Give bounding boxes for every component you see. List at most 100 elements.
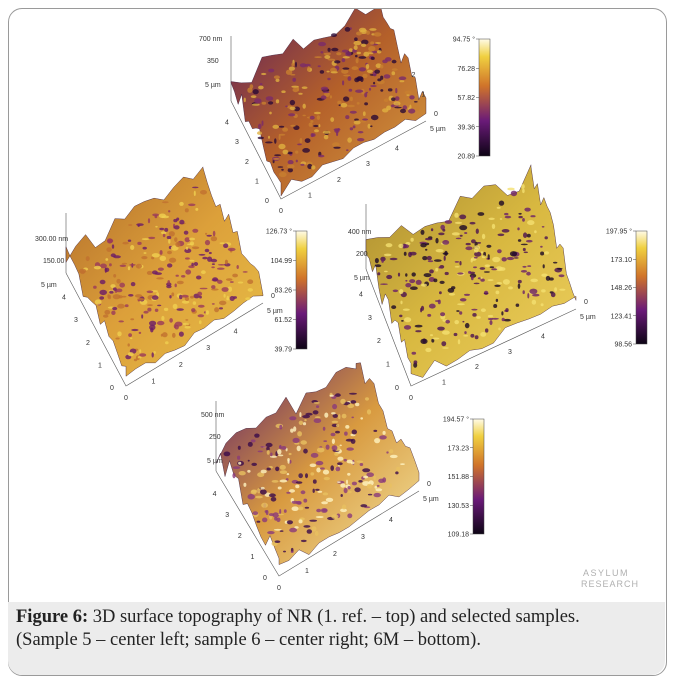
surface-texture bbox=[296, 481, 302, 484]
surface-texture bbox=[321, 95, 327, 99]
surface-texture bbox=[532, 300, 536, 305]
surface-texture bbox=[414, 101, 418, 103]
surface-texture bbox=[291, 86, 298, 88]
surface-texture bbox=[276, 79, 280, 82]
y-tick-label: 3 bbox=[235, 139, 239, 146]
surface-texture bbox=[195, 208, 198, 211]
surface-texture bbox=[213, 231, 216, 237]
surface-texture bbox=[391, 104, 395, 107]
surface-texture bbox=[305, 507, 309, 509]
colorbar-label: 173.10 bbox=[611, 257, 633, 264]
y-tick-label: 3 bbox=[368, 315, 372, 322]
surface-texture bbox=[247, 470, 250, 473]
surface-texture bbox=[261, 487, 265, 490]
surface-texture bbox=[355, 55, 358, 57]
surface-texture bbox=[503, 279, 510, 285]
surface-texture bbox=[400, 109, 406, 113]
surface-texture bbox=[260, 83, 263, 85]
surface-texture bbox=[474, 252, 481, 257]
surface-texture bbox=[522, 266, 526, 268]
surface-texture bbox=[420, 243, 426, 247]
surface-texture bbox=[405, 283, 411, 287]
surface-texture bbox=[309, 520, 317, 522]
surface-texture bbox=[160, 250, 163, 255]
surface-texture bbox=[504, 213, 508, 215]
caption-text: 3D surface topography of NR (1. ref. – t… bbox=[93, 607, 580, 627]
surface-texture bbox=[157, 321, 164, 325]
surface-texture bbox=[332, 439, 335, 444]
colorbar bbox=[636, 231, 647, 344]
surface-texture bbox=[197, 292, 202, 296]
surface-texture bbox=[366, 92, 368, 94]
surface-texture bbox=[295, 151, 298, 154]
surface-texture bbox=[177, 281, 184, 284]
surface-texture bbox=[421, 284, 427, 287]
surface-texture bbox=[95, 299, 102, 304]
surface-texture bbox=[105, 268, 110, 272]
surface-texture bbox=[258, 124, 262, 129]
surface-texture bbox=[434, 259, 442, 262]
surface-texture bbox=[141, 314, 143, 318]
surface-texture bbox=[384, 74, 391, 78]
surface-texture bbox=[293, 88, 299, 93]
surface-texture bbox=[348, 491, 352, 493]
surface-texture bbox=[117, 304, 125, 309]
surface-texture bbox=[254, 98, 261, 103]
colorbar-label: 151.88 bbox=[448, 474, 470, 481]
surface-texture bbox=[399, 76, 407, 80]
surface-texture bbox=[527, 293, 529, 298]
surface-texture bbox=[440, 312, 445, 316]
surface-texture bbox=[135, 294, 142, 298]
surface-texture bbox=[454, 213, 458, 218]
surface-texture bbox=[481, 308, 486, 312]
surface-texture bbox=[321, 508, 328, 513]
surface-texture bbox=[309, 123, 313, 127]
surface-texture bbox=[524, 252, 528, 254]
surface-texture bbox=[456, 238, 462, 240]
surface-texture bbox=[115, 338, 119, 340]
surface-texture bbox=[302, 415, 310, 418]
x-tick-label: 5 µm bbox=[580, 314, 596, 321]
surface-texture bbox=[316, 509, 321, 513]
surface-texture bbox=[347, 473, 350, 476]
surface-texture bbox=[425, 348, 431, 352]
x-tick-label: 5 µm bbox=[430, 126, 446, 133]
surface-texture bbox=[278, 144, 285, 149]
surface-texture bbox=[292, 506, 299, 511]
surface-texture bbox=[299, 519, 303, 523]
surface-texture bbox=[344, 459, 347, 462]
surface-texture bbox=[395, 96, 400, 101]
surface-texture bbox=[330, 117, 334, 122]
surface-texture bbox=[430, 334, 433, 336]
colorbar-label: 123.41 bbox=[611, 313, 633, 320]
surface-texture bbox=[340, 399, 345, 404]
caption-label: Figure 6: bbox=[16, 607, 88, 627]
surface-texture bbox=[380, 65, 383, 69]
surface-texture bbox=[493, 304, 497, 308]
surface-texture bbox=[357, 138, 364, 141]
colorbar bbox=[473, 419, 484, 534]
surface-texture bbox=[410, 238, 413, 242]
surface-texture bbox=[317, 491, 322, 493]
colorbar-label: 98.56 bbox=[614, 342, 632, 349]
x-tick-label: 2 bbox=[337, 177, 341, 184]
surface-texture bbox=[428, 260, 433, 262]
surface-texture bbox=[139, 332, 142, 334]
surface-texture bbox=[352, 66, 359, 70]
surface-texture bbox=[289, 67, 295, 71]
surface-texture bbox=[276, 518, 280, 523]
surface-texture bbox=[361, 44, 366, 47]
surface-texture bbox=[351, 439, 356, 444]
surface-texture bbox=[559, 289, 565, 291]
surface-texture bbox=[103, 315, 108, 318]
x-tick-label: 4 bbox=[234, 329, 238, 336]
x-tick-label: 0 bbox=[409, 395, 413, 402]
surface-texture bbox=[478, 212, 485, 216]
surface-texture bbox=[473, 266, 477, 268]
surface-texture bbox=[540, 252, 544, 256]
back-tick-label: 2 bbox=[412, 72, 416, 79]
surface-texture bbox=[399, 315, 402, 318]
surface-texture bbox=[147, 308, 151, 312]
surface-texture bbox=[422, 256, 427, 260]
surface-texture bbox=[118, 320, 124, 322]
